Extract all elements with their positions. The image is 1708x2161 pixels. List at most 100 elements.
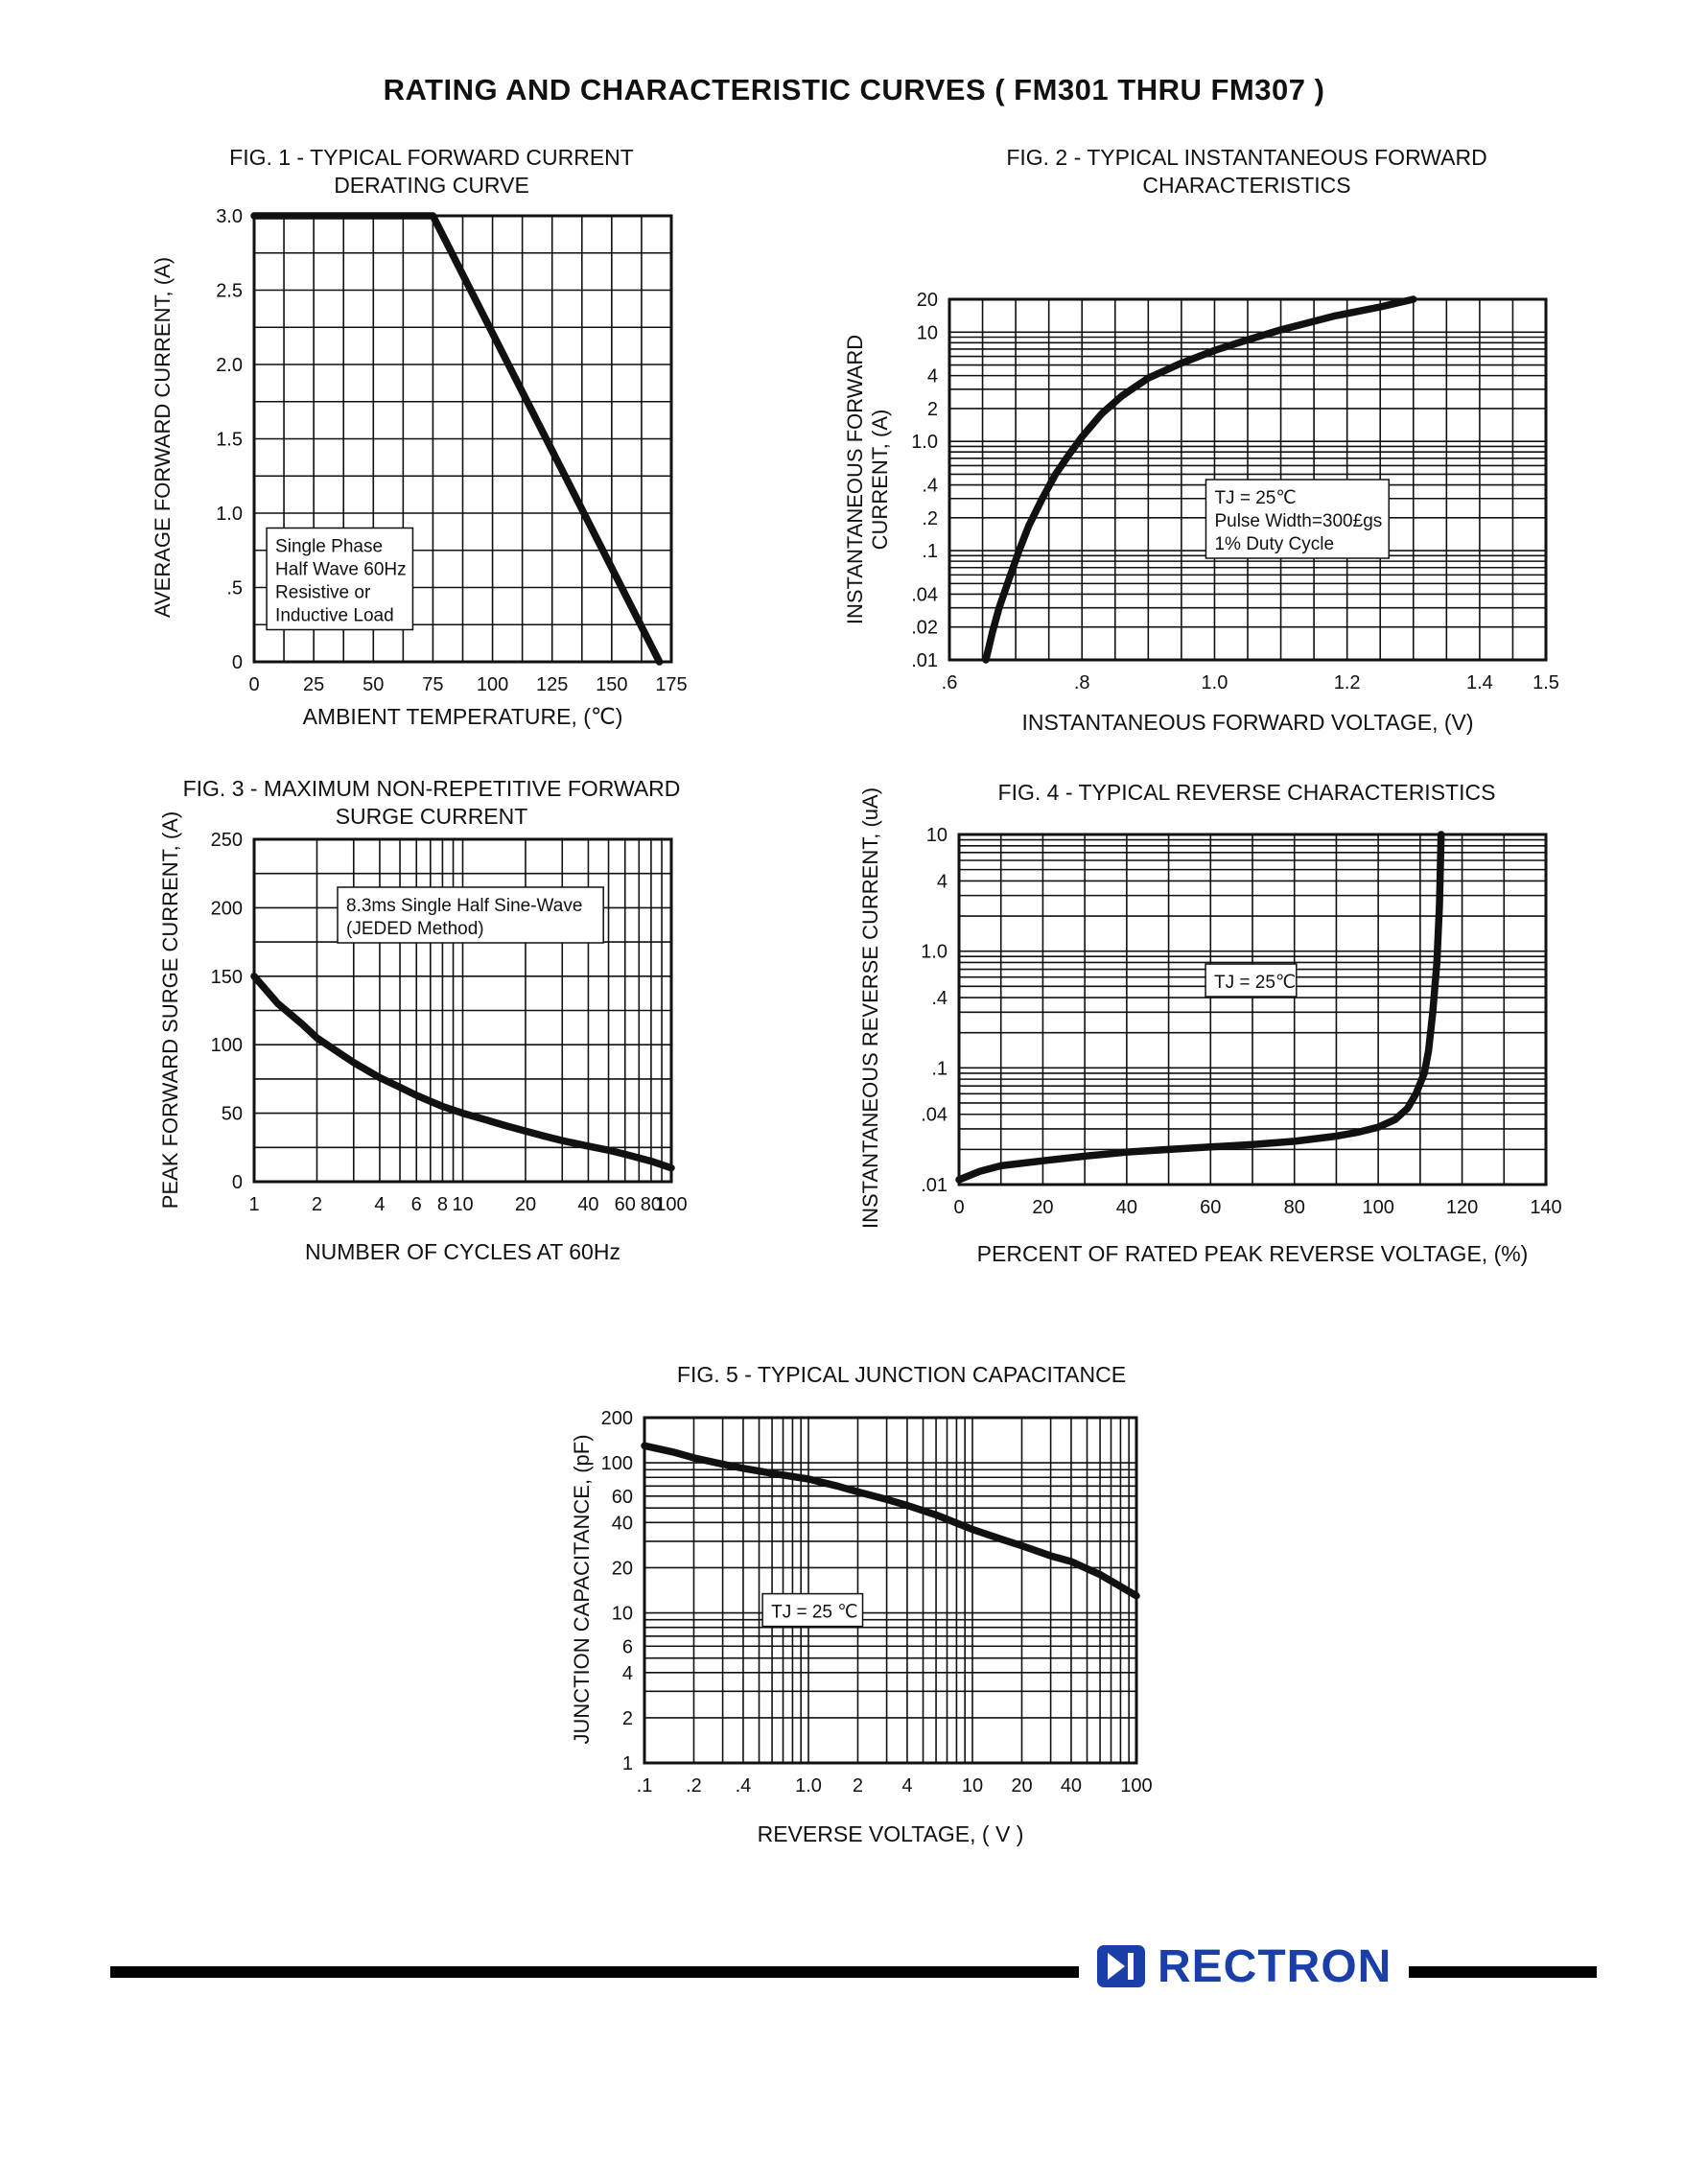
svg-text:1.0: 1.0 — [795, 1775, 822, 1797]
svg-text:6: 6 — [411, 1194, 422, 1215]
svg-text:.02: .02 — [911, 618, 938, 639]
svg-text:4: 4 — [622, 1663, 633, 1684]
curve-reverse-characteristic — [955, 831, 1445, 1184]
figure-5-title: FIG. 5 - TYPICAL JUNCTION CAPACITANCE — [556, 1361, 1247, 1389]
grid-lines — [643, 1417, 1137, 1764]
figure-2: FIG. 2 - TYPICAL INSTANTANEOUS FORWARD C… — [843, 142, 1602, 785]
svg-text:175: 175 — [655, 674, 687, 695]
figure-1-chart: 0 25 50 75 100 125 150 175 3.0 2.5 2.0 1.5 1.0 .5 0 Sin… — [216, 206, 688, 695]
curve-surge-current — [250, 973, 675, 1172]
figure-2-title-line-1: FIG. 2 - TYPICAL INSTANTANEOUS FORWARD — [1006, 145, 1487, 170]
svg-text:.5: .5 — [226, 578, 243, 599]
tick-labels: .6 .8 1.0 1.2 1.4 1.5 20 10 4 2 1.0 .4 .2 .1 .04 .02 .01 — [911, 290, 1559, 693]
figure-4-chart: 0 20 40 60 80 100 120 140 10 4 1.0 .4 .1 .04 .01 TJ = 2… — [921, 825, 1562, 1218]
figure-4-title-line-1: FIG. 4 - TYPICAL REVERSE CHARACTERISTICS — [997, 780, 1496, 805]
svg-text:2: 2 — [312, 1194, 322, 1215]
svg-text:1.5: 1.5 — [1533, 672, 1559, 693]
svg-text:4: 4 — [937, 871, 948, 892]
figure-2-chart: .6 .8 1.0 1.2 1.4 1.5 20 10 4 2 1.0 .4 .2 .1 .04 .02 .01… — [911, 290, 1559, 693]
svg-text:2: 2 — [927, 399, 938, 420]
svg-text:1.4: 1.4 — [1466, 672, 1493, 693]
svg-text:20: 20 — [917, 290, 938, 311]
svg-text:.2: .2 — [922, 508, 938, 529]
svg-text:1% Duty Cycle: 1% Duty Cycle — [1214, 534, 1334, 554]
svg-text:1: 1 — [622, 1753, 633, 1774]
svg-text:.1: .1 — [931, 1058, 948, 1079]
figure-5: FIG. 5 - TYPICAL JUNCTION CAPACITANCE JU… — [537, 1348, 1275, 1894]
figure-1-title-line-1: FIG. 1 - TYPICAL FORWARD CURRENT — [229, 145, 634, 170]
rectron-logo-icon — [1097, 1945, 1145, 1987]
svg-text:.4: .4 — [922, 476, 938, 497]
svg-text:100: 100 — [477, 674, 508, 695]
svg-text:120: 120 — [1446, 1197, 1478, 1218]
figure-5-x-axis-label: REVERSE VOLTAGE, ( V ) — [757, 1821, 1024, 1846]
svg-text:2: 2 — [853, 1775, 863, 1797]
brand-name: RECTRON — [1158, 1940, 1392, 1992]
svg-text:100: 100 — [655, 1194, 687, 1215]
svg-text:60: 60 — [615, 1194, 636, 1215]
plot-border — [252, 837, 673, 1184]
annotation: 8.3ms Single Half Sine-Wave (JEDED Method… — [337, 886, 604, 944]
svg-text:0: 0 — [232, 1172, 243, 1193]
svg-text:0: 0 — [953, 1197, 964, 1218]
grid-lines — [958, 834, 1547, 1186]
svg-text:100: 100 — [1362, 1197, 1393, 1218]
svg-text:40: 40 — [612, 1513, 633, 1534]
tick-labels: 0 25 50 75 100 125 150 175 3.0 2.5 2.0 1.5 1.0 .5 0 — [216, 206, 688, 695]
figure-1-title: FIG. 1 - TYPICAL FORWARD CURRENT DERATIN… — [115, 144, 748, 200]
svg-text:Single Phase: Single Phase — [275, 537, 383, 557]
svg-text:.04: .04 — [921, 1105, 948, 1126]
svg-text:200: 200 — [211, 898, 243, 919]
svg-text:TJ = 25 ℃: TJ = 25 ℃ — [771, 1603, 858, 1623]
figure-3: FIG. 3 - MAXIMUM NON-REPETITIVE FORWARD … — [115, 767, 748, 1314]
figure-3-title: FIG. 3 - MAXIMUM NON-REPETITIVE FORWARD … — [115, 775, 748, 831]
svg-text:Inductive Load: Inductive Load — [275, 606, 394, 626]
svg-text:1.0: 1.0 — [1202, 672, 1228, 693]
svg-text:3.0: 3.0 — [216, 206, 243, 227]
svg-text:10: 10 — [612, 1604, 633, 1625]
figure-3-title-line-1: FIG. 3 - MAXIMUM NON-REPETITIVE FORWARD — [182, 776, 681, 801]
svg-text:4: 4 — [374, 1194, 385, 1215]
brand-logo: RECTRON — [1079, 1934, 1410, 1999]
svg-text:100: 100 — [1120, 1775, 1152, 1797]
svg-text:0: 0 — [232, 652, 243, 673]
svg-text:250: 250 — [211, 830, 243, 851]
grid-lines — [253, 215, 672, 663]
svg-text:150: 150 — [211, 967, 243, 988]
svg-text:4: 4 — [927, 366, 938, 388]
svg-text:Half Wave 60Hz: Half Wave 60Hz — [275, 560, 407, 580]
figure-1-x-axis-label: AMBIENT TEMPERATURE, (℃) — [302, 704, 623, 729]
plot-border — [252, 214, 673, 664]
plot-border — [957, 833, 1548, 1186]
svg-text:125: 125 — [536, 674, 568, 695]
svg-text:.4: .4 — [736, 1775, 752, 1797]
svg-text:80: 80 — [1284, 1197, 1305, 1218]
figure-4-x-axis-label: PERCENT OF RATED PEAK REVERSE VOLTAGE, (… — [976, 1241, 1529, 1266]
svg-text:150: 150 — [596, 674, 627, 695]
svg-text:10: 10 — [962, 1775, 983, 1797]
svg-text:.1: .1 — [922, 541, 938, 562]
svg-text:50: 50 — [363, 674, 384, 695]
svg-text:.6: .6 — [942, 672, 958, 693]
svg-text:TJ = 25℃: TJ = 25℃ — [1214, 488, 1296, 508]
svg-text:(JEDED Method): (JEDED Method) — [346, 919, 484, 939]
svg-text:0: 0 — [248, 674, 259, 695]
svg-text:TJ = 25℃: TJ = 25℃ — [1214, 973, 1296, 993]
svg-text:.04: .04 — [911, 584, 938, 605]
svg-text:Resistive or: Resistive or — [275, 583, 371, 603]
figure-1-title-line-2: DERATING CURVE — [334, 173, 529, 198]
svg-text:.1: .1 — [637, 1775, 653, 1797]
svg-text:100: 100 — [211, 1035, 243, 1056]
svg-text:1: 1 — [248, 1194, 259, 1215]
plot-border — [948, 297, 1548, 662]
svg-text:20: 20 — [1032, 1197, 1053, 1218]
svg-text:4: 4 — [901, 1775, 912, 1797]
svg-text:20: 20 — [515, 1194, 536, 1215]
curve-derating-curve — [250, 212, 664, 666]
svg-text:1.0: 1.0 — [216, 504, 243, 525]
annotation: TJ = 25℃ — [1205, 963, 1298, 998]
svg-text:.01: .01 — [911, 650, 938, 671]
tick-labels: 0 20 40 60 80 100 120 140 10 4 1.0 .4 .1 .04 .01 — [921, 825, 1562, 1218]
svg-text:10: 10 — [926, 825, 948, 846]
